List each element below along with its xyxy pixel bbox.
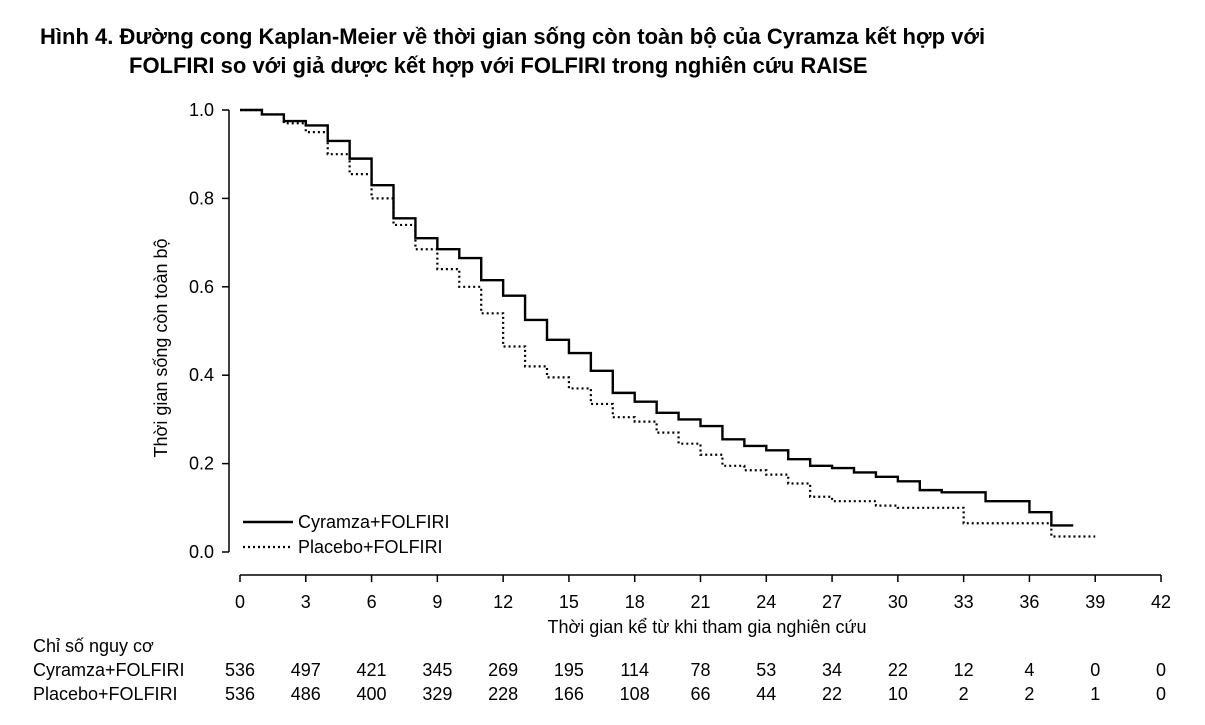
risk-value: 2 bbox=[958, 684, 969, 704]
risk-value: 195 bbox=[553, 660, 584, 680]
y-tick-label: 0.8 bbox=[189, 188, 214, 208]
x-tick-label: 30 bbox=[888, 592, 908, 612]
x-tick-label: 18 bbox=[625, 592, 645, 612]
y-tick-label: 0.0 bbox=[189, 542, 214, 562]
y-tick-label: 1.0 bbox=[189, 100, 214, 120]
risk-value: 497 bbox=[290, 660, 321, 680]
figure-title: Hình 4. Đường cong Kaplan-Meier về thời … bbox=[40, 22, 985, 80]
risk-value: 345 bbox=[422, 660, 453, 680]
x-tick-label: 42 bbox=[1151, 592, 1171, 612]
x-tick-label: 3 bbox=[301, 592, 311, 612]
x-tick-label: 21 bbox=[690, 592, 710, 612]
figure-title-line2: FOLFIRI so với giả dược kết hợp với FOLF… bbox=[129, 53, 868, 78]
risk-value: 0 bbox=[1155, 684, 1166, 704]
risk-value: 536 bbox=[224, 684, 256, 704]
x-tick-label: 39 bbox=[1085, 592, 1105, 612]
chart-axes: 0.00.20.40.60.81.00 3 6 9 12 15 18 21 24 27 30 33 36… bbox=[189, 100, 1171, 612]
risk-value: 34 bbox=[822, 660, 843, 680]
x-tick-label: 12 bbox=[493, 592, 513, 612]
risk-row-label-placebo: Placebo+FOLFIRI bbox=[33, 684, 178, 704]
x-tick-label: 24 bbox=[756, 592, 776, 612]
risk-value: 66 bbox=[690, 684, 711, 704]
risk-value: 269 bbox=[488, 660, 519, 680]
risk-value: 166 bbox=[553, 684, 584, 704]
x-tick-label: 6 bbox=[367, 592, 377, 612]
cyramza-curve bbox=[240, 108, 1074, 527]
risk-value: 0 bbox=[1155, 660, 1166, 680]
risk-value: 536 bbox=[224, 660, 256, 680]
risk-value: 400 bbox=[356, 684, 387, 704]
risk-value: 329 bbox=[422, 684, 453, 704]
x-tick-label: 15 bbox=[559, 592, 579, 612]
risk-table-header: Chỉ số nguy cơ bbox=[33, 636, 154, 656]
x-tick-label: 9 bbox=[432, 592, 442, 612]
risk-value: 0 bbox=[1090, 660, 1101, 680]
legend-label-placebo: Placebo+FOLFIRI bbox=[298, 537, 443, 557]
y-tick-label: 0.4 bbox=[189, 365, 214, 385]
risk-value: 228 bbox=[488, 684, 519, 704]
risk-value: 2 bbox=[1024, 684, 1035, 704]
y-tick-label: 0.2 bbox=[189, 454, 214, 474]
risk-value: 10 bbox=[887, 684, 908, 704]
risk-value: 114 bbox=[620, 660, 650, 680]
risk-value: 53 bbox=[756, 660, 777, 680]
risk-row-label-cyramza: Cyramza+FOLFIRI bbox=[33, 660, 185, 680]
risk-value: 12 bbox=[953, 660, 974, 680]
chart-curves bbox=[240, 108, 1096, 538]
chart-legend: Cyramza+FOLFIRI Placebo+FOLFIRI bbox=[243, 512, 450, 557]
figure-title-line1: Hình 4. Đường cong Kaplan-Meier về thời … bbox=[40, 24, 986, 49]
risk-value: 1 bbox=[1090, 684, 1101, 704]
risk-value: 4 bbox=[1024, 660, 1035, 680]
y-tick-label: 0.6 bbox=[189, 277, 214, 297]
x-tick-label: 33 bbox=[954, 592, 974, 612]
x-tick-label: 27 bbox=[822, 592, 842, 612]
risk-value: 22 bbox=[822, 684, 843, 704]
x-tick-label: 0 bbox=[235, 592, 245, 612]
x-tick-label: 36 bbox=[1019, 592, 1039, 612]
risk-value: 486 bbox=[290, 684, 321, 704]
x-axis-label: Thời gian kể từ khi tham gia nghiên cứu bbox=[547, 617, 866, 637]
risk-value: 22 bbox=[887, 660, 908, 680]
y-axis-label: Thời gian sống còn toàn bộ bbox=[151, 239, 171, 458]
legend-label-cyramza: Cyramza+FOLFIRI bbox=[298, 512, 450, 532]
risk-value: 108 bbox=[619, 684, 650, 704]
risk-value: 44 bbox=[756, 684, 777, 704]
risk-value: 78 bbox=[690, 660, 711, 680]
risk-value: 421 bbox=[356, 660, 387, 680]
placebo-curve bbox=[240, 108, 1096, 538]
